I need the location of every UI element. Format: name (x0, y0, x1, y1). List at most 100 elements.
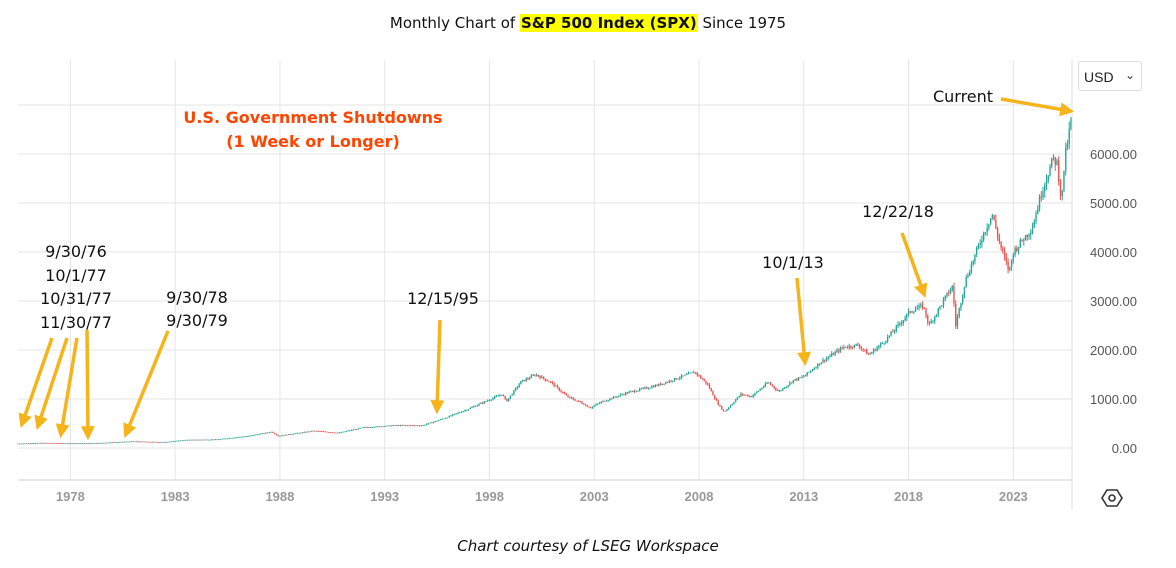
candle-up (883, 342, 885, 344)
candle-up (982, 232, 985, 241)
candle-down (319, 431, 321, 432)
currency-selector[interactable]: USD ⌄ (1078, 61, 1142, 91)
candle-down (523, 379, 526, 382)
candle-up (555, 385, 557, 387)
candle-down (769, 382, 772, 385)
candle-down (652, 386, 655, 388)
candle-down (773, 386, 775, 389)
candle-up (425, 424, 428, 425)
candle-up (499, 395, 501, 396)
candle-up (342, 431, 344, 433)
annotation-labels: U.S. Government Shutdowns (1 Week or Long… (40, 87, 993, 332)
candle-up (979, 243, 981, 245)
candle-down (408, 425, 410, 427)
candle-down (277, 435, 279, 437)
candle-up (81, 443, 84, 445)
candle-down (502, 395, 505, 397)
candle-up (755, 391, 758, 394)
candle-up (392, 425, 395, 427)
gear-icon[interactable] (1101, 487, 1123, 509)
candle-down (844, 346, 847, 348)
y-tick-label: 2000.00 (1090, 343, 1137, 358)
candle-down (57, 443, 59, 444)
candle-up (165, 441, 168, 443)
candle-up (88, 443, 91, 444)
candle-up (436, 420, 438, 422)
candle-up (509, 395, 512, 399)
candle-up (612, 396, 615, 399)
chart-title: Monthly Chart of S&P 500 Index (SPX) Sin… (0, 14, 1176, 32)
candle-up (761, 387, 763, 390)
candle-up (951, 285, 953, 291)
candle-down (707, 383, 709, 385)
candle-up (115, 442, 117, 444)
candle-down (633, 390, 636, 392)
candle-up (794, 378, 796, 381)
candle-down (675, 378, 678, 380)
candle-down (577, 400, 580, 402)
candle-up (1010, 259, 1013, 267)
candle-up (373, 427, 375, 428)
candle-up (911, 311, 913, 313)
candle-down (411, 425, 414, 427)
candle-up (24, 443, 26, 445)
candle-down (874, 349, 877, 351)
candle-down (579, 401, 581, 403)
candle-down (562, 391, 564, 393)
candle-up (307, 431, 309, 433)
candle-up (136, 441, 138, 443)
candle-up (789, 382, 791, 386)
candle-up (949, 290, 952, 294)
candle-up (899, 323, 901, 325)
candle-up (855, 344, 857, 346)
candle-down (137, 441, 140, 443)
candle-down (928, 322, 931, 324)
candle-up (361, 427, 363, 429)
candle-up (941, 305, 943, 307)
candle-down (851, 347, 854, 349)
candle-down (995, 220, 997, 229)
candle-up (371, 427, 374, 429)
candle-down (548, 380, 550, 382)
candle-up (420, 425, 423, 427)
candle-up (452, 414, 454, 416)
candle-up (176, 440, 178, 442)
candle-up (469, 407, 471, 410)
candle-down (26, 443, 28, 445)
candle-up (116, 442, 119, 443)
candle-up (448, 415, 451, 418)
candle-down (584, 404, 587, 406)
candle-up (120, 441, 122, 443)
candle-up (280, 435, 283, 437)
candle-up (853, 344, 856, 348)
chevron-down-icon: ⌄ (1124, 68, 1135, 82)
shutdown-date-label: 10/1/13 (762, 253, 824, 272)
candle-up (478, 403, 480, 406)
candle-up (975, 247, 978, 255)
candle-down (1040, 196, 1042, 198)
candle-up (370, 427, 372, 429)
candle-up (256, 434, 258, 436)
shutdown-date-label: 11/30/77 (40, 313, 112, 332)
candle-down (771, 384, 774, 387)
candle-up (347, 430, 349, 432)
candle-down (1021, 239, 1023, 241)
candle-up (31, 443, 33, 445)
candle-up (967, 275, 969, 278)
candle-down (1000, 241, 1002, 248)
candle-up (1023, 240, 1025, 242)
candle-up (363, 427, 365, 429)
candle-down (586, 404, 588, 407)
candle-up (525, 378, 527, 382)
x-tick-label: 2013 (789, 489, 818, 504)
candle-down (799, 377, 801, 379)
candle-down (925, 308, 927, 317)
candle-up (691, 372, 693, 374)
candle-up (429, 422, 431, 424)
candle-up (235, 437, 237, 439)
candle-up (439, 419, 442, 421)
candle-up (738, 396, 740, 398)
x-tick-label: 2018 (894, 489, 923, 504)
candle-up (591, 406, 594, 408)
candle-up (237, 437, 239, 438)
